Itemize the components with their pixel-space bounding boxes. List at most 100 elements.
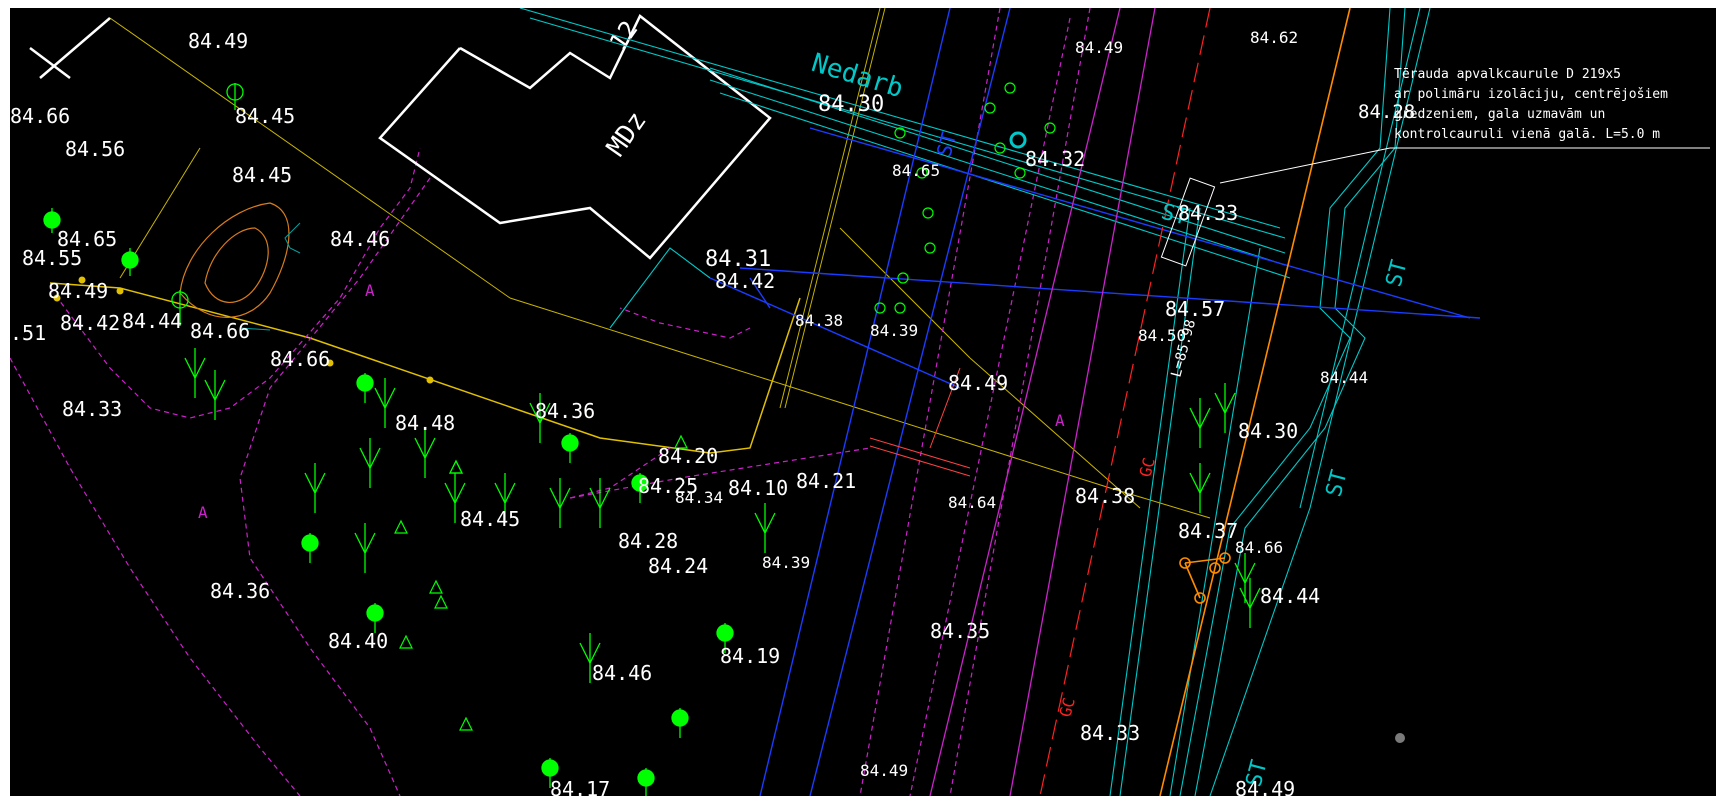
- elevation: 84.33: [1080, 721, 1140, 745]
- tree-icon: [359, 438, 381, 488]
- elevation: 84.46: [592, 661, 652, 685]
- elevation: 84.66: [10, 104, 70, 128]
- elevation: 84.33: [1178, 201, 1238, 225]
- elevation: 84.38: [1075, 484, 1135, 508]
- elevation: 84.48: [395, 411, 455, 435]
- tree-icon: [671, 708, 689, 738]
- elevation: 84.45: [232, 163, 292, 187]
- elevation: 84.66: [190, 319, 250, 343]
- st-label-2: ST: [1322, 467, 1353, 499]
- elevation: 84.49: [948, 371, 1008, 395]
- pond-edge: [239, 222, 301, 331]
- road-lines: [109, 8, 1211, 519]
- elevation: 84.35: [930, 619, 990, 643]
- zone-label-3: A: [1055, 411, 1065, 430]
- elevation: 84.65: [57, 227, 117, 251]
- elevation: 84.24: [648, 554, 708, 578]
- building-code: MDz: [601, 106, 653, 162]
- elevation: 84.62: [1250, 28, 1298, 47]
- elevation: 84.19: [720, 644, 780, 668]
- tree-icon: [561, 433, 579, 463]
- elevation: 84.21: [796, 469, 856, 493]
- manhole-icon: [1009, 131, 1027, 149]
- tree-icon: [356, 373, 374, 403]
- tree-icon: [374, 378, 396, 428]
- elevation: 84.55: [22, 246, 82, 270]
- zone-labels: A A A: [198, 281, 1065, 522]
- tree-icon: [43, 208, 61, 233]
- survey-point-icon: [1395, 733, 1405, 743]
- heat-pipes: [519, 8, 1431, 796]
- tree-icon: [171, 290, 189, 326]
- elevation: 84.46: [330, 227, 390, 251]
- tree-icon: [301, 533, 319, 563]
- elevation: 84.25: [638, 474, 698, 498]
- tree-icon: [1189, 398, 1211, 448]
- orange-cable: [1159, 8, 1351, 796]
- elevation: 84.45: [460, 507, 520, 531]
- elevation: 84.64: [948, 493, 996, 512]
- gas-label-2: GC: [1136, 456, 1159, 480]
- trees: [43, 83, 1261, 796]
- elevation: 84.37: [1178, 519, 1238, 543]
- elevation: 84.49: [1075, 38, 1123, 57]
- building-12: [29, 14, 772, 260]
- street-boundaries: [929, 8, 1156, 796]
- zone-label-2: A: [198, 503, 208, 522]
- elevation: 84.31: [705, 247, 771, 272]
- tree-icon: [637, 768, 655, 796]
- callout-leader: [1160, 147, 1710, 267]
- elevation-labels: 84.49 84.66 84.45 84.56 84.45 84.65 84.5…: [10, 28, 1415, 796]
- contour-lines: [179, 202, 290, 318]
- property-boundaries: [10, 8, 1091, 796]
- tree-icon: [631, 473, 649, 503]
- tree-icon: [354, 523, 376, 573]
- elevation: 84.42: [60, 311, 120, 335]
- elevation: 84.33: [62, 397, 122, 421]
- zone-label-1: A: [365, 281, 375, 300]
- elevation: 84.39: [762, 553, 810, 572]
- kerb-line: [49, 282, 801, 454]
- water-lines: [709, 8, 1481, 796]
- gas-label-1: GC: [1056, 696, 1079, 720]
- cad-canvas[interactable]: 12 MDz: [10, 8, 1716, 796]
- elevation: 84.42: [715, 269, 775, 293]
- elevation: 84.49: [860, 761, 908, 780]
- tree-icon: [1214, 383, 1236, 433]
- callout-line-2: ar polimāru izolāciju, centrējošiem: [1394, 87, 1668, 102]
- map-drawing: 12 MDz: [10, 8, 1710, 796]
- elevation: 84.66: [270, 347, 330, 371]
- elevation: 84.44: [1260, 584, 1320, 608]
- tree-icon: [541, 758, 559, 788]
- gas-pipe: [1039, 8, 1211, 796]
- elevation: 84.32: [1025, 147, 1085, 171]
- tree-icon: [716, 623, 734, 653]
- gas-crossing: [869, 367, 971, 477]
- tree-icon: [579, 633, 601, 683]
- elevation: 84.50: [1138, 326, 1186, 345]
- tree-icon: [549, 478, 571, 528]
- elevation: 84.66: [1235, 538, 1283, 557]
- elevation: 84.30: [818, 92, 884, 117]
- elevation: 84.20: [658, 444, 718, 468]
- elevation: 84.36: [535, 399, 595, 423]
- tree-icon: [414, 428, 436, 478]
- elevation: 84.10: [728, 476, 788, 500]
- bushes: [394, 82, 1056, 731]
- elevation: 84.56: [65, 137, 125, 161]
- st-label-4: ST: [1382, 257, 1413, 289]
- tree-icon: [494, 473, 516, 523]
- tree-icon: [204, 370, 226, 420]
- elevation: 84.28: [1358, 101, 1415, 123]
- tree-icon: [1239, 578, 1261, 628]
- elevation: 84.39: [870, 321, 918, 340]
- elevation: 84.49: [188, 29, 248, 53]
- callout-line-4: kontrolcauruli vienā galā. L=5.0 m: [1394, 127, 1660, 142]
- elevation: 84.45: [235, 104, 295, 128]
- tree-icon: [1234, 553, 1256, 603]
- callout-line-1: Tērauda apvalkcaurule D 219x5: [1394, 67, 1621, 82]
- tree-icon: [366, 603, 384, 633]
- tree-icon: [304, 463, 326, 513]
- tree-icon: [589, 478, 611, 528]
